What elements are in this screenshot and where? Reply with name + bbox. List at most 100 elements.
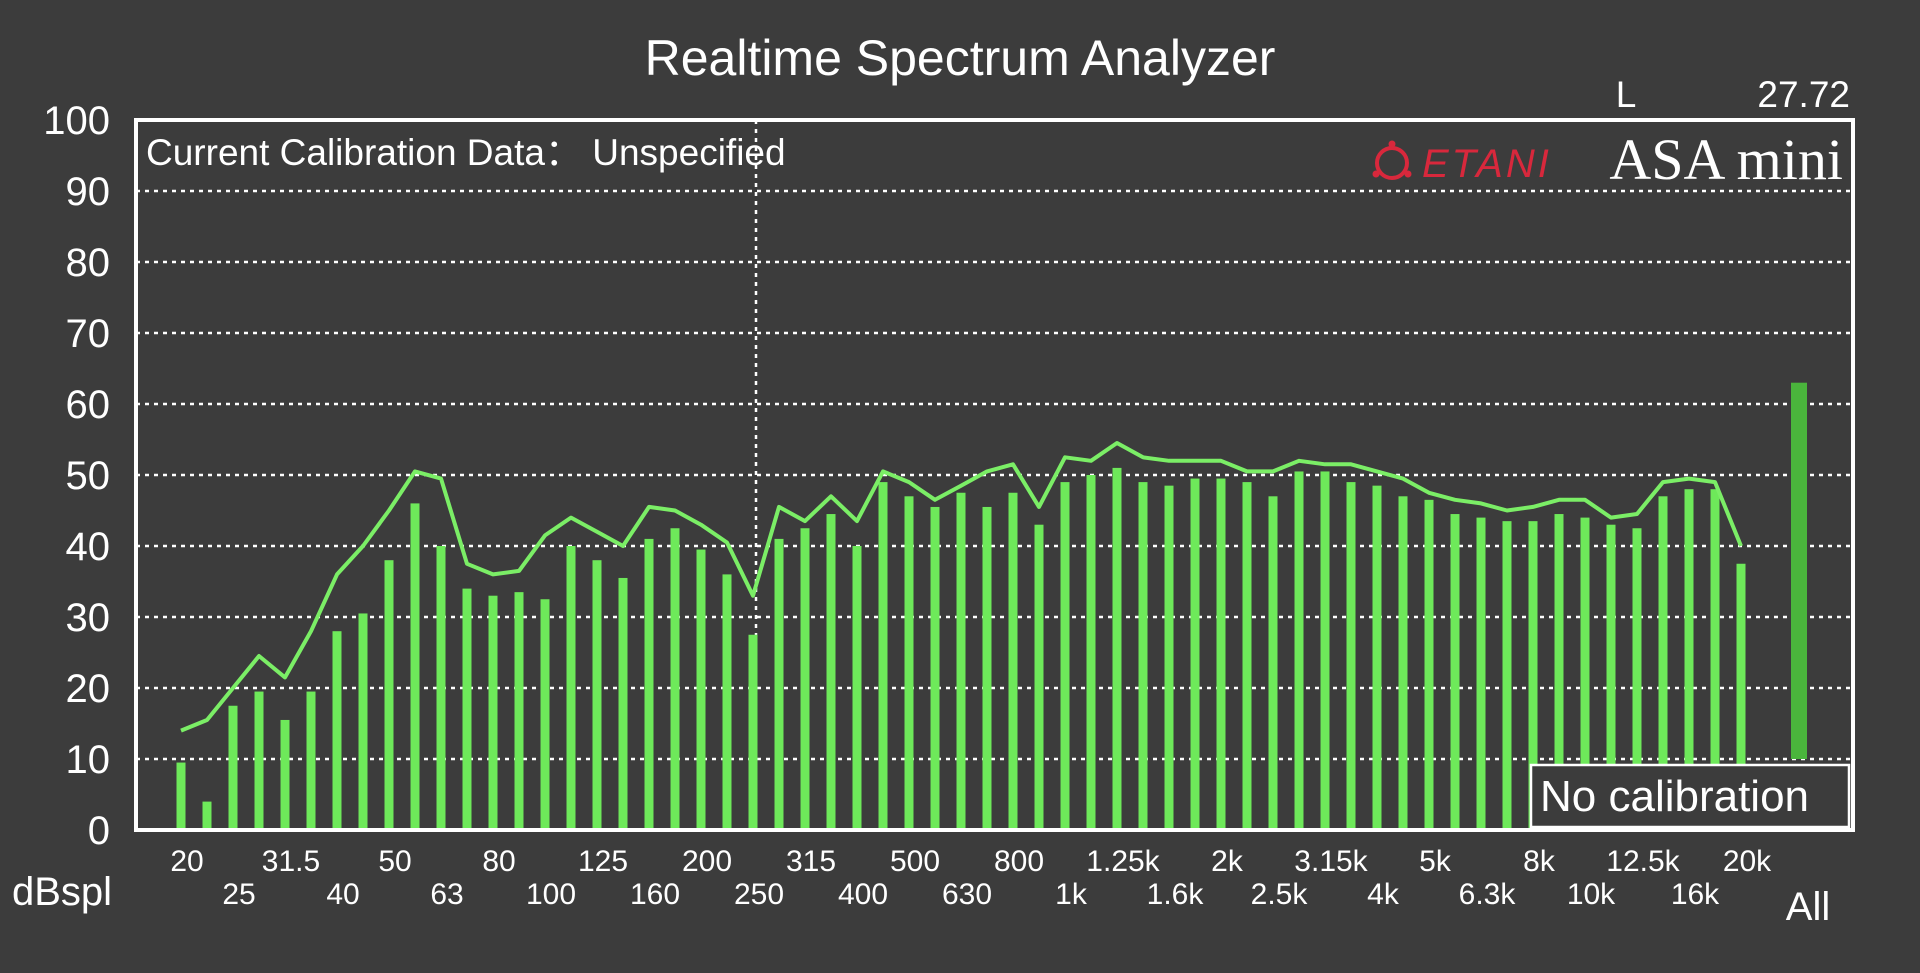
band-bar-2k <box>1216 478 1226 830</box>
band-bar-11.2k <box>1606 524 1616 830</box>
x-tick-160: 160 <box>630 878 680 911</box>
band-bar-224 <box>722 574 732 830</box>
band-bar-1.4k <box>1138 482 1148 830</box>
band-bar-2.8k <box>1294 471 1304 830</box>
x-tick-100: 100 <box>526 878 576 911</box>
band-bar-900 <box>1034 524 1044 830</box>
band-bar-5.6k <box>1450 514 1460 830</box>
x-tick-4k: 4k <box>1367 878 1400 911</box>
x-tick-40: 40 <box>326 878 359 911</box>
band-bar-63 <box>436 546 446 830</box>
band-bar-20k <box>1736 563 1746 830</box>
band-bar-800 <box>1008 492 1018 830</box>
band-bar-280 <box>774 538 784 830</box>
y-tick-30: 30 <box>66 596 111 640</box>
band-bar-50 <box>384 560 394 830</box>
x-tick-2k: 2k <box>1211 845 1244 878</box>
band-bar-18k <box>1710 489 1720 830</box>
band-bar-7.1k <box>1502 521 1512 830</box>
band-bar-90 <box>514 592 524 830</box>
y-tick-0: 0 <box>88 809 110 853</box>
x-tick-80: 80 <box>482 845 515 878</box>
calibration-status-text: Current Calibration Data： Unspecified <box>146 132 786 173</box>
x-tick-800: 800 <box>994 845 1044 878</box>
band-bar-28 <box>254 691 264 830</box>
band-bar-160 <box>644 538 654 830</box>
x-tick-200: 200 <box>682 845 732 878</box>
x-tick-31.5: 31.5 <box>262 845 320 878</box>
band-bar-35.5 <box>306 691 316 830</box>
band-bar-56 <box>410 503 420 830</box>
brand-logo: ETANI ASA mini <box>1372 127 1843 192</box>
x-tick-20: 20 <box>170 845 203 878</box>
band-bar-14k <box>1658 496 1668 830</box>
all-level-bar <box>1791 382 1807 759</box>
y-tick-10: 10 <box>66 738 111 782</box>
no-calibration-badge: No calibration <box>1529 763 1851 829</box>
y-axis-unit-label: dBspl <box>12 870 112 914</box>
band-bar-112 <box>566 546 576 830</box>
band-bar-200 <box>696 549 706 830</box>
band-bar-5k <box>1424 499 1434 830</box>
band-bar-71 <box>462 588 472 830</box>
x-axis-ticks: 20 31.5 50 80 125 200 315 500 800 1.25k 2k 3.15k 5k 8… <box>170 845 1772 911</box>
band-bar-40 <box>332 631 342 830</box>
band-bar-180 <box>670 528 680 830</box>
band-bar-3.55k <box>1346 482 1356 830</box>
band-bar-450 <box>878 482 888 830</box>
y-tick-60: 60 <box>66 383 111 427</box>
x-tick-1.6k: 1.6k <box>1147 878 1205 911</box>
x-tick-630: 630 <box>942 878 992 911</box>
band-bar-710 <box>982 506 992 830</box>
chart-title: Realtime Spectrum Analyzer <box>645 30 1276 86</box>
x-tick-125: 125 <box>578 845 628 878</box>
channel-label: L <box>1616 74 1637 115</box>
band-bar-16k <box>1684 489 1694 830</box>
x-tick-2.5k: 2.5k <box>1251 878 1309 911</box>
band-bar-3.15k <box>1320 471 1330 830</box>
y-tick-80: 80 <box>66 241 111 285</box>
x-tick-3.15k: 3.15k <box>1294 845 1368 878</box>
x-tick-10k: 10k <box>1567 878 1616 911</box>
band-bars <box>176 467 1746 830</box>
level-readout: 27.72 <box>1757 74 1850 115</box>
y-axis-ticks: 0 10 20 30 40 50 60 70 80 90 100 <box>43 99 110 853</box>
x-tick-50: 50 <box>378 845 411 878</box>
band-bar-400 <box>852 546 862 830</box>
band-bar-1k <box>1060 482 1070 830</box>
band-bar-10k <box>1580 517 1590 830</box>
y-tick-20: 20 <box>66 667 111 711</box>
x-tick-400: 400 <box>838 878 888 911</box>
y-tick-50: 50 <box>66 454 111 498</box>
band-bar-4.5k <box>1398 496 1408 830</box>
band-bar-100 <box>540 599 550 830</box>
brand-name: ETANI <box>1422 142 1552 186</box>
band-bar-140 <box>618 577 628 830</box>
band-bar-315 <box>800 528 810 830</box>
band-bar-80 <box>488 595 498 830</box>
peak-level-line <box>180 441 1743 733</box>
band-bar-12.5k <box>1632 528 1642 830</box>
x-tick-63: 63 <box>430 878 463 911</box>
grid-lines <box>136 189 1853 761</box>
band-bar-560 <box>930 506 940 830</box>
plot-frame <box>134 118 1855 832</box>
y-tick-90: 90 <box>66 170 111 214</box>
x-tick-5k: 5k <box>1419 845 1452 878</box>
band-bar-1.8k <box>1190 478 1200 830</box>
band-bar-630 <box>956 492 966 830</box>
y-tick-40: 40 <box>66 525 111 569</box>
x-tick-6.3k: 6.3k <box>1459 878 1517 911</box>
y-tick-100: 100 <box>43 99 110 143</box>
all-band-label: All <box>1786 885 1830 929</box>
x-tick-250: 250 <box>734 878 784 911</box>
x-tick-1.25k: 1.25k <box>1086 845 1160 878</box>
no-calibration-box <box>1529 763 1851 829</box>
x-tick-500: 500 <box>890 845 940 878</box>
band-bar-22.4 <box>202 801 212 830</box>
x-tick-8k: 8k <box>1523 845 1556 878</box>
band-bar-2.5k <box>1268 496 1278 830</box>
no-calibration-text: No calibration <box>1540 772 1809 821</box>
x-tick-1k: 1k <box>1055 878 1088 911</box>
x-tick-25: 25 <box>222 878 255 911</box>
